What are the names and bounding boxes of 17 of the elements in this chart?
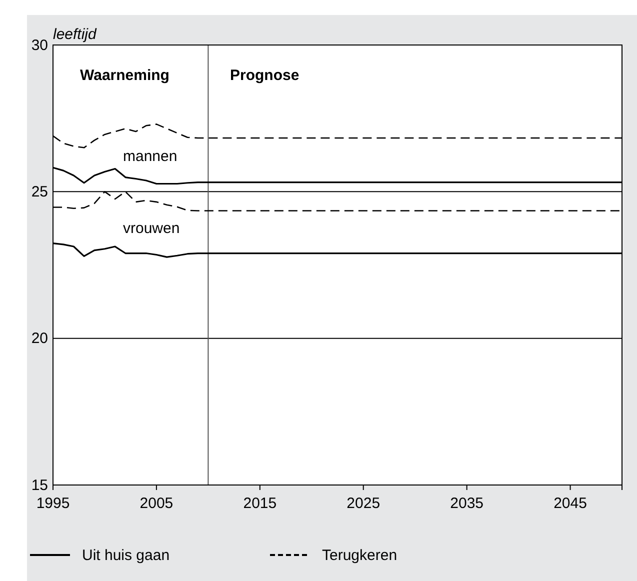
x-tick-label: 2015 — [243, 495, 277, 512]
annotation: Waarneming — [80, 67, 170, 84]
y-axis-title: leeftijd — [53, 26, 98, 43]
y-tick-label: 30 — [31, 36, 48, 54]
x-tick-label: 1995 — [36, 495, 70, 512]
y-tick-label: 20 — [31, 330, 48, 348]
x-tick-label: 2045 — [554, 495, 587, 512]
x-tick-label: 2035 — [450, 495, 484, 512]
annotation: Prognose — [230, 67, 300, 84]
x-tick-label: 2025 — [346, 495, 380, 512]
annotation: mannen — [123, 148, 178, 165]
x-tick-label: 2005 — [140, 495, 174, 512]
annotation: vrouwen — [123, 220, 180, 237]
y-tick-label: 15 — [31, 476, 48, 494]
y-tick-label: 25 — [31, 183, 48, 200]
legend-label: Terugkeren — [322, 547, 398, 564]
legend-label: Uit huis gaan — [82, 547, 170, 564]
